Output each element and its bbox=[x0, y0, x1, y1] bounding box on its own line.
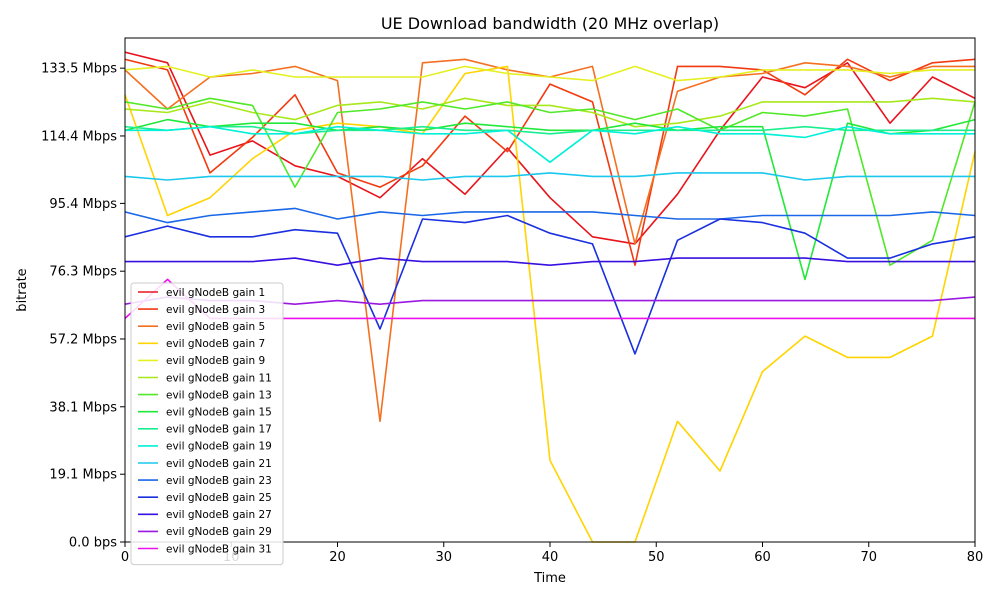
series-line-13 bbox=[124, 214, 976, 355]
x-tick-label: 0 bbox=[121, 550, 129, 565]
legend-entry-label: evil gNodeB gain 15 bbox=[166, 407, 272, 419]
y-tick-label: 76.3 Mbps bbox=[49, 265, 117, 280]
legend-entry-label: evil gNodeB gain 25 bbox=[166, 492, 272, 504]
legend-box bbox=[130, 282, 284, 566]
series-line-7 bbox=[124, 97, 976, 267]
y-tick-label: 114.4 Mbps bbox=[41, 129, 117, 144]
series-line-8 bbox=[124, 118, 976, 281]
y-tick-label: 19.1 Mbps bbox=[49, 468, 117, 483]
legend-entry-label: evil gNodeB gain 19 bbox=[166, 441, 272, 453]
x-tick-label: 40 bbox=[542, 550, 559, 565]
x-tick-label: 80 bbox=[967, 550, 984, 565]
x-axis-label: Time bbox=[533, 571, 566, 586]
y-tick-label: 133.5 Mbps bbox=[41, 62, 117, 77]
series-line-9 bbox=[124, 125, 975, 135]
series-line-6 bbox=[124, 97, 976, 128]
y-tick-label: 95.4 Mbps bbox=[49, 197, 117, 212]
series-line-4 bbox=[124, 65, 976, 543]
x-tick-label: 60 bbox=[754, 550, 771, 565]
legend-entry-label: evil gNodeB gain 29 bbox=[166, 526, 272, 538]
y-axis: 0.0 bps 19.1 Mbps 38.1 Mbps 57.2 Mbps 76.3 M… bbox=[41, 62, 125, 551]
legend-entry-label: evil gNodeB gain 13 bbox=[166, 389, 272, 401]
legend-entry-label: evil gNodeB gain 31 bbox=[166, 543, 272, 555]
x-tick-label: 70 bbox=[860, 550, 877, 565]
series-line-5 bbox=[124, 65, 975, 82]
legend-entry-label: evil gNodeB gain 5 bbox=[166, 321, 265, 333]
y-tick-label: 0.0 bps bbox=[69, 536, 117, 551]
legend-entry-label: evil gNodeB gain 17 bbox=[166, 424, 272, 436]
y-tick-label: 57.2 Mbps bbox=[49, 332, 117, 347]
chart-title: UE Download bandwidth (20 MHz overlap) bbox=[381, 14, 719, 33]
y-tick-label: 38.1 Mbps bbox=[49, 400, 117, 415]
series-line-12 bbox=[124, 207, 976, 224]
x-tick-label: 20 bbox=[329, 550, 346, 565]
legend-entry-label: evil gNodeB gain 9 bbox=[166, 355, 265, 367]
x-tick-label: 50 bbox=[648, 550, 665, 565]
legend: evil gNodeB gain 1 evil gNodeB gain 3 evil… bbox=[130, 282, 284, 566]
legend-entry-label: evil gNodeB gain 23 bbox=[166, 475, 272, 487]
x-tick-label: 30 bbox=[435, 550, 452, 565]
legend-entry-label: evil gNodeB gain 27 bbox=[166, 509, 272, 521]
legend-entry-label: evil gNodeB gain 21 bbox=[166, 458, 272, 470]
series-line-11 bbox=[124, 172, 975, 181]
legend-entry-label: evil gNodeB gain 1 bbox=[166, 287, 265, 299]
legend-entry-label: evil gNodeB gain 11 bbox=[166, 372, 272, 384]
series-line-14 bbox=[125, 257, 975, 267]
legend-entry-label: evil gNodeB gain 7 bbox=[166, 338, 265, 350]
series-layer bbox=[124, 51, 976, 543]
series-line-10 bbox=[125, 125, 975, 163]
legend-entry-label: evil gNodeB gain 3 bbox=[166, 304, 265, 316]
y-axis-label: bitrate bbox=[15, 268, 30, 311]
